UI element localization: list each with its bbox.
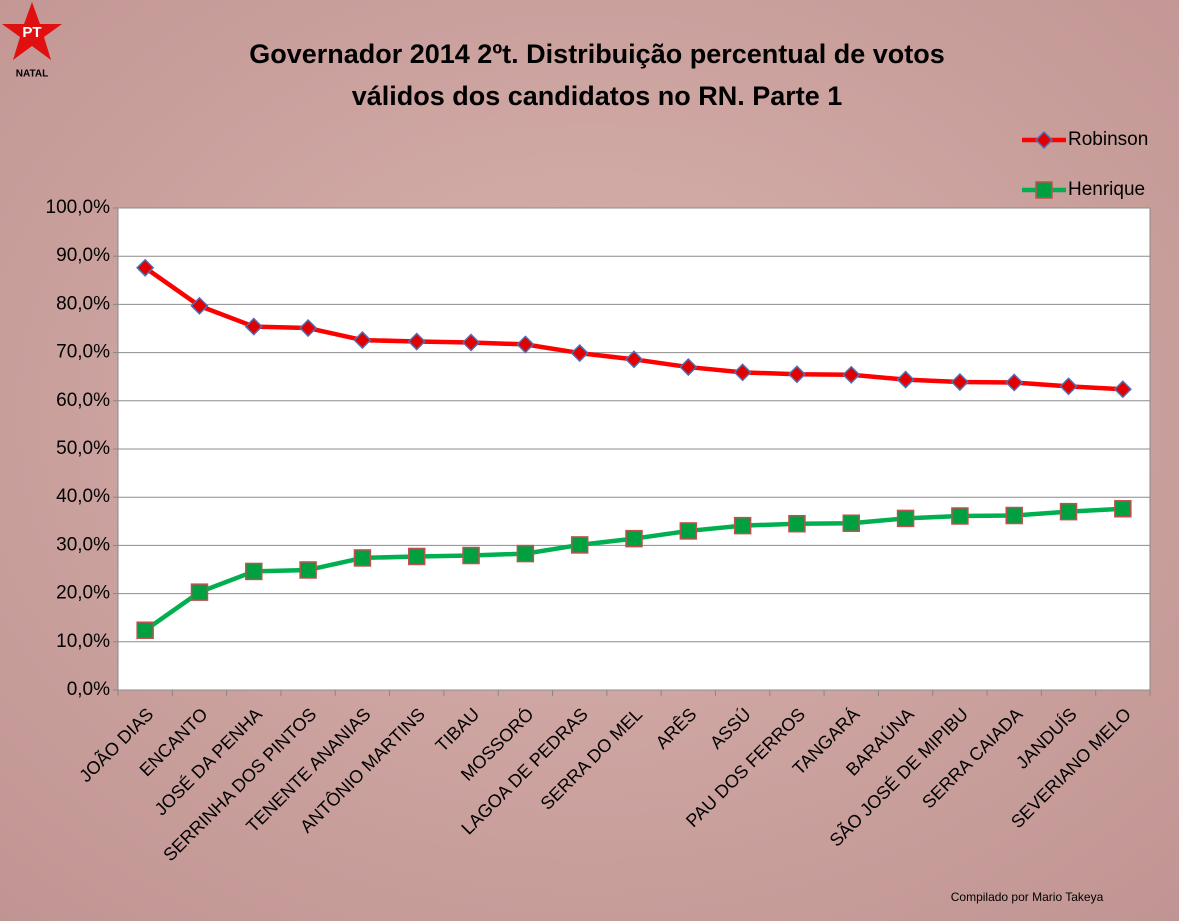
series-marker [461,333,481,352]
series-marker [462,546,480,565]
series-marker [787,365,807,384]
y-tick-label: 70,0% [56,342,110,363]
legend-marker [1034,130,1054,150]
y-tick-label: 0,0% [67,679,110,700]
series-marker [1005,506,1023,525]
series-marker [516,335,535,354]
series-marker [190,296,209,315]
series-marker [353,331,372,350]
y-tick-label: 80,0% [56,293,110,314]
series-marker [136,258,155,277]
chart-title: válidos dos candidatos no RN. Parte 1 [352,81,843,111]
series-marker [516,544,535,563]
y-tick-label: 100,0% [46,197,111,218]
legend-label: Henrique [1068,179,1145,200]
series-marker [1114,500,1132,518]
series-marker [190,583,209,601]
logo-text: PT [22,24,41,41]
series-marker [896,509,915,528]
y-tick-label: 20,0% [56,583,110,604]
series-marker [950,372,969,392]
series-marker [353,549,372,567]
series-marker [570,344,589,363]
series-marker [842,365,861,384]
series-marker [733,516,752,535]
series-marker [679,357,698,377]
series-marker [299,561,317,579]
series-marker [407,332,426,351]
y-tick-label: 10,0% [56,631,110,652]
series-marker [244,317,263,336]
series-marker [299,318,318,338]
series-marker [136,621,154,639]
series-marker [407,547,426,566]
series-marker [1005,373,1024,392]
y-tick-label: 90,0% [56,245,110,266]
logo: PT NATAL [2,2,62,80]
series-marker [625,529,643,548]
series-marker [842,514,861,532]
series-marker [570,536,589,554]
series-marker [951,507,969,525]
series-marker [788,514,806,533]
series-marker [896,370,915,389]
series-marker [245,562,263,581]
y-tick-label: 40,0% [56,486,110,507]
legend-label: Robinson [1068,129,1148,150]
logo-star [2,2,62,60]
series-marker [679,522,698,540]
series-marker [1059,502,1078,521]
logo-subtext: NATAL [16,69,48,80]
legend-marker [1035,181,1053,199]
series-marker [733,363,752,382]
note: Compilado por Mario Takeya [951,890,1104,904]
series-marker [1113,380,1132,399]
y-tick-label: 30,0% [56,534,110,555]
series-marker [624,350,644,369]
y-tick-label: 60,0% [56,390,110,411]
chart-title: Governador 2014 2ºt. Distribuição percen… [249,39,945,69]
y-tick-label: 50,0% [56,438,110,459]
series-marker [1059,377,1078,396]
